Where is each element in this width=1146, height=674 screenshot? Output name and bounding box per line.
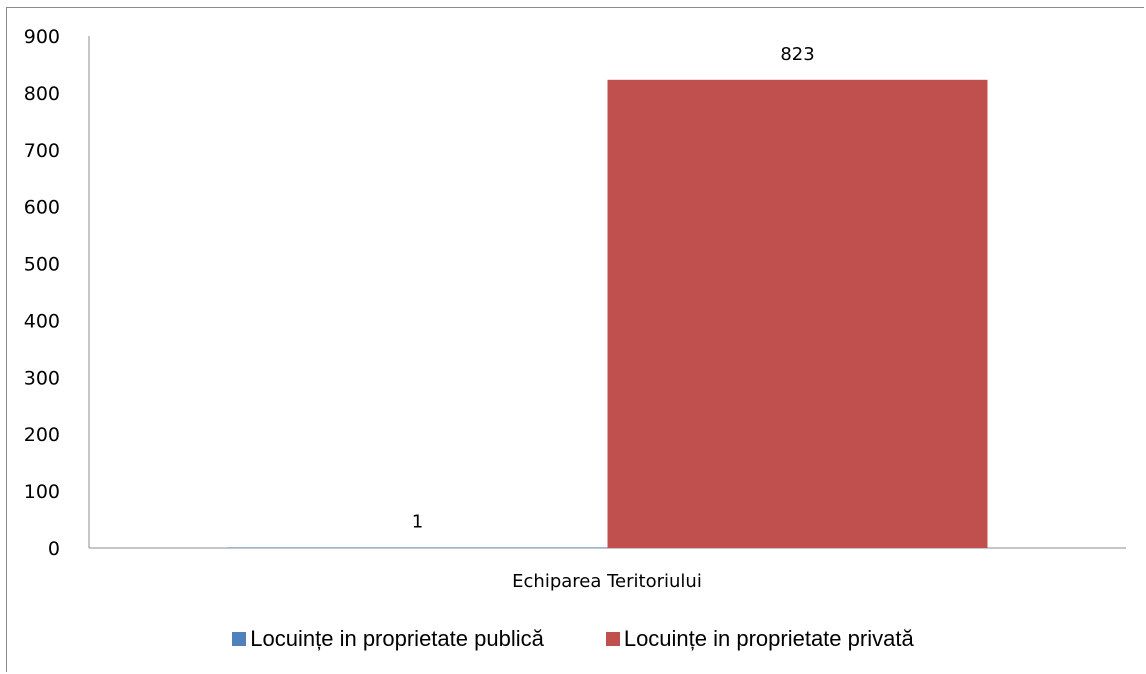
y-tick-label: 0 [48,538,60,560]
y-tick-label: 700 [24,140,60,162]
y-tick-label: 500 [24,254,60,276]
legend-item: Locuințe in proprietate publică [232,626,544,652]
y-tick-label: 100 [24,481,60,503]
y-tick-label: 300 [24,367,60,389]
x-category-label: Echiparea Teritoriului [512,571,702,592]
y-tick-label: 600 [24,197,60,219]
y-tick-label: 900 [24,26,60,48]
legend-item: Locuințe in proprietate privată [605,626,914,652]
legend-label: Locuințe in proprietate privată [623,626,914,651]
y-tick-label: 400 [24,310,60,332]
legend-swatch [605,632,620,646]
y-tick-label: 800 [24,83,60,105]
data-label: 1 [412,511,423,532]
bars [227,79,988,548]
y-tick-label: 200 [24,424,60,446]
data-label: 823 [780,44,814,65]
chart-frame [6,7,1144,672]
bar [607,79,988,548]
legend-swatch [232,632,247,646]
legend-label: Locuințe in proprietate publică [250,626,544,651]
y-tick-labels: 0 100 200 300 400 500 600 700 800 900 [24,26,60,560]
legend: Locuințe in proprietate publică Locuințe … [0,624,1146,654]
bar [227,547,608,548]
